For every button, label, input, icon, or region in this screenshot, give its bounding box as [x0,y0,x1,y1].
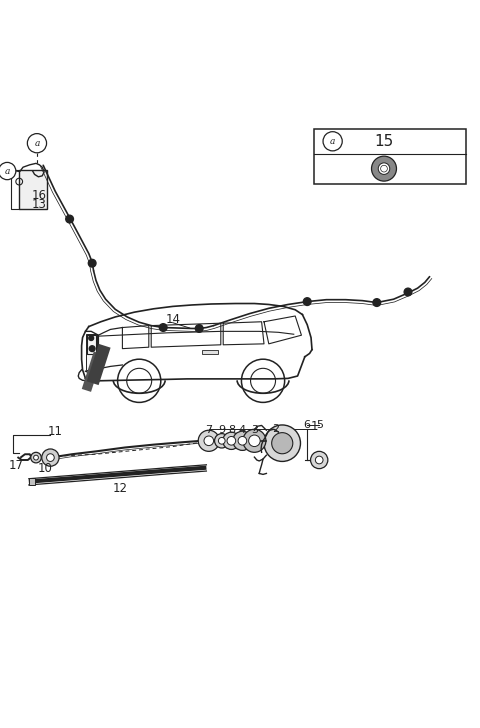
Bar [202,349,218,355]
Text: 3: 3 [251,425,258,435]
Text: 12: 12 [112,482,128,495]
Circle shape [264,425,300,462]
Circle shape [311,451,328,469]
Circle shape [315,456,323,464]
Text: 5: 5 [316,421,323,430]
Circle shape [88,259,96,267]
Text: 14: 14 [165,313,180,326]
Text: 1: 1 [311,420,318,433]
Circle shape [195,325,203,332]
Circle shape [233,431,252,451]
Text: a: a [4,167,10,175]
Bar [19,170,47,209]
Circle shape [198,430,219,451]
Circle shape [89,346,95,352]
Text: 7: 7 [205,425,212,435]
Text: 11: 11 [48,425,63,438]
Bar [29,478,35,486]
Text: 9: 9 [218,425,225,435]
Circle shape [378,163,390,175]
Text: 13: 13 [32,198,46,211]
Circle shape [215,434,229,448]
Circle shape [27,134,47,153]
Circle shape [238,437,247,445]
Circle shape [159,324,167,331]
Circle shape [31,452,41,463]
Text: 16: 16 [31,189,47,202]
Circle shape [0,162,16,180]
Circle shape [381,165,387,172]
Text: 17: 17 [8,459,24,472]
Circle shape [66,215,73,223]
Circle shape [323,132,342,151]
Circle shape [249,435,260,446]
Circle shape [223,432,240,449]
Circle shape [204,436,214,446]
Circle shape [218,438,225,444]
Text: 10: 10 [38,462,53,475]
Text: 2: 2 [273,424,279,435]
Text: 8: 8 [228,425,235,435]
Bar [314,129,466,184]
Circle shape [272,432,293,454]
Circle shape [34,455,38,460]
Circle shape [243,430,266,452]
Circle shape [404,288,412,296]
Text: a: a [34,139,40,148]
Circle shape [303,298,311,306]
Circle shape [373,298,381,306]
Text: 15: 15 [374,134,394,149]
Circle shape [372,157,396,181]
Text: 4: 4 [239,425,246,435]
Bar [86,334,97,370]
Circle shape [42,449,59,466]
Circle shape [89,336,94,341]
Circle shape [227,437,236,445]
Text: 6: 6 [304,421,311,430]
Circle shape [47,454,54,462]
Text: a: a [330,137,336,146]
